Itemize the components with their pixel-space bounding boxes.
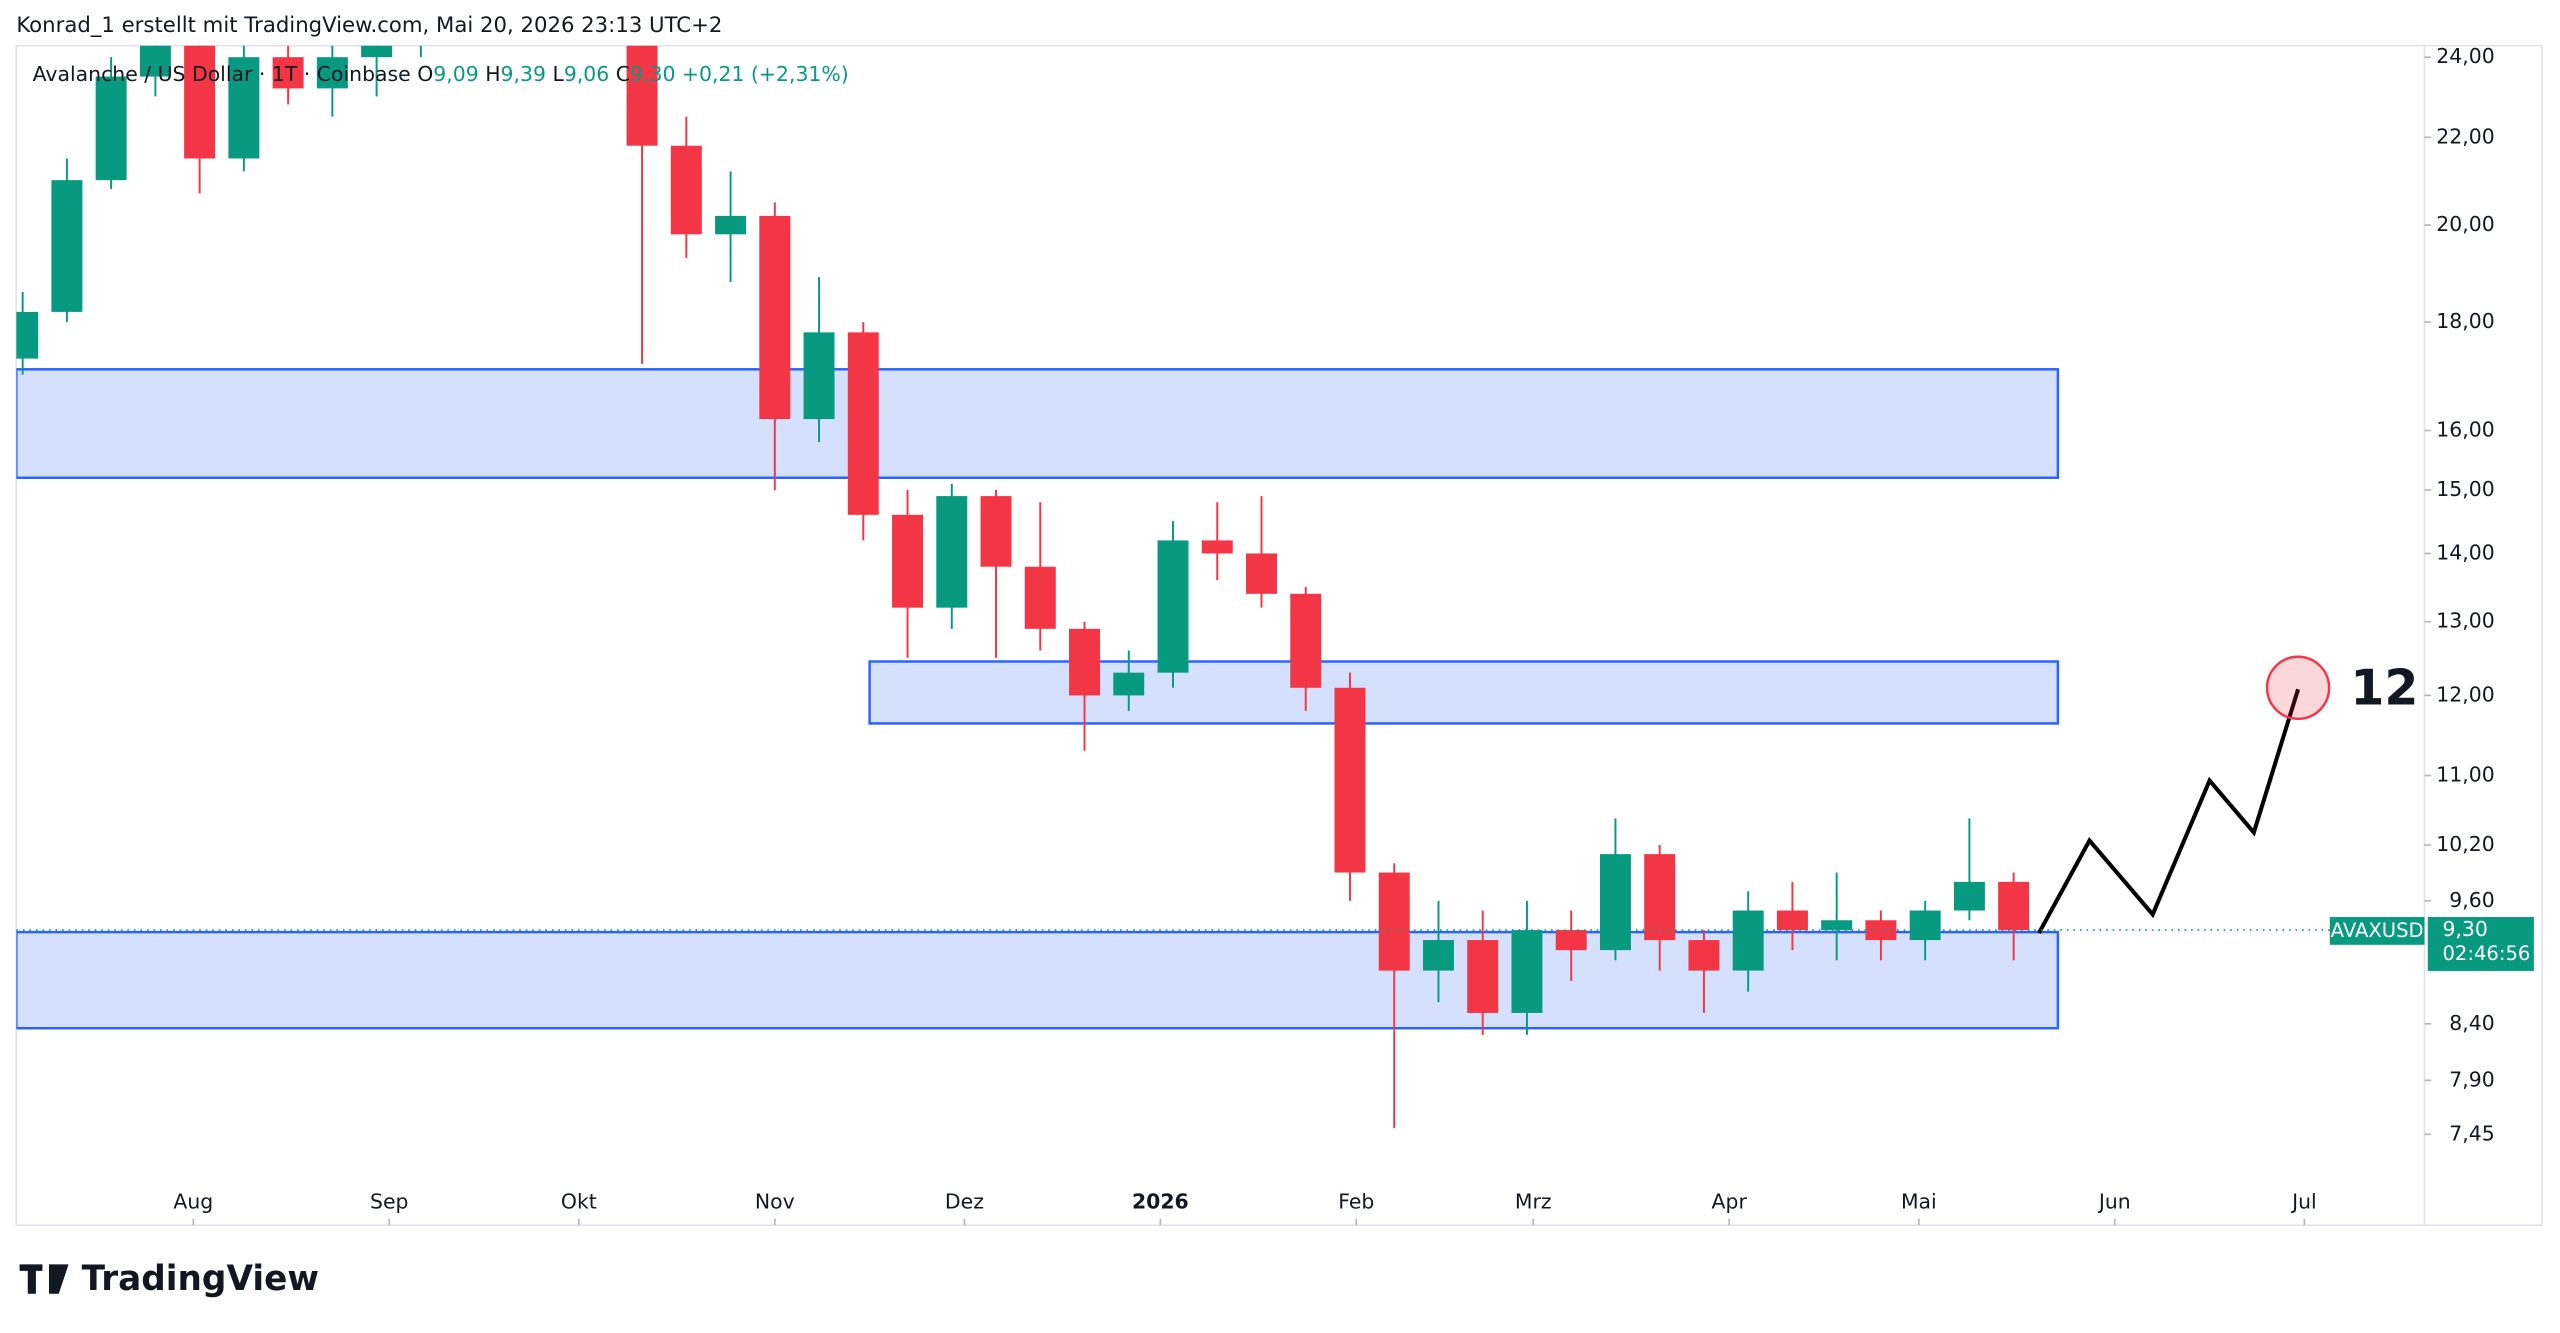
tradingview-logo: TradingView	[19, 1259, 319, 1299]
x-tick-label: Apr	[1712, 1189, 1748, 1213]
candle-body	[272, 57, 304, 89]
candle-body	[1290, 593, 1322, 688]
legend: Avalanche / US Dollar · 1T · Coinbase O9…	[33, 62, 849, 86]
y-tick-label: 11,00	[2436, 763, 2494, 787]
candle-body	[16, 311, 39, 359]
candle-body	[1776, 910, 1808, 931]
logo-mark	[19, 1264, 69, 1294]
logo-text: TradingView	[82, 1259, 319, 1299]
y-tick-label: 14,00	[2436, 540, 2494, 564]
y-tick-label: 20,00	[2436, 212, 2494, 236]
legend-symbol: Avalanche / US Dollar · 1T · Coinbase	[33, 62, 411, 86]
candle-body	[670, 145, 702, 235]
candle-body	[51, 180, 83, 312]
candle-body	[1246, 553, 1277, 594]
candle-body	[1467, 940, 1499, 1013]
x-tick-label: 2026	[1132, 1189, 1189, 1213]
candle-body	[1865, 920, 1897, 941]
x-tick-label: Aug	[173, 1189, 213, 1213]
x-tick-label: Jul	[2290, 1189, 2317, 1213]
legend-o_label: O	[417, 62, 433, 86]
candle-body	[803, 332, 835, 420]
candle-body	[1644, 854, 1676, 941]
target-label: 12	[2350, 660, 2418, 717]
candle-body	[1555, 930, 1587, 951]
legend-change: +0,21 (+2,31%)	[682, 62, 849, 86]
candle-body	[759, 215, 791, 420]
candle-body	[626, 45, 658, 146]
y-tick-label: 15,00	[2436, 477, 2494, 501]
candle-body	[361, 45, 393, 58]
y-tick-label: 12,00	[2436, 682, 2494, 706]
y-tick-label: 7,90	[2449, 1067, 2494, 1091]
candle-body	[1069, 628, 1100, 696]
legend-l_label: L	[552, 62, 564, 86]
candle-body	[936, 496, 968, 608]
legend-open: 9,09	[433, 62, 478, 86]
y-tick-label: 8,40	[2449, 1011, 2494, 1035]
symbol-tag-bg	[2329, 917, 2425, 945]
candle-body	[95, 76, 127, 181]
header: Konrad_1 erstellt mit TradingView.com, M…	[16, 13, 722, 38]
overlay: 12	[2037, 655, 2418, 935]
candle-body	[1157, 540, 1189, 673]
candle-body	[1334, 687, 1366, 873]
plot-frame	[15, 44, 2543, 1227]
countdown: 02:46:56	[2442, 942, 2530, 965]
candle-body	[847, 332, 879, 515]
candle-body	[1953, 881, 1985, 911]
candle-body	[1821, 920, 1853, 931]
candle-body	[228, 57, 260, 159]
candle-body	[184, 45, 216, 159]
y-tick-label: 22,00	[2436, 124, 2494, 148]
candle-body	[139, 45, 171, 77]
x-tick-label: Mai	[1901, 1189, 1937, 1213]
candle-body	[316, 57, 348, 89]
x-tick-label: Sep	[370, 1189, 408, 1213]
candle-body	[1422, 940, 1454, 971]
candle-body	[1113, 672, 1145, 696]
plot-area	[16, 45, 2060, 1129]
x-tick-label: Nov	[755, 1189, 795, 1213]
y-tick-label: 13,00	[2436, 609, 2494, 633]
legend-high: 9,39	[501, 62, 546, 86]
candle-body	[1511, 930, 1543, 1013]
candle-body	[1378, 872, 1410, 971]
candle-body	[1998, 881, 2030, 931]
candle-body	[1909, 910, 1941, 941]
legend-close: 9,30	[630, 62, 675, 86]
y-tick-label: 16,00	[2436, 418, 2494, 442]
x-tick-label: Dez	[945, 1189, 984, 1213]
projection-line	[2037, 688, 2301, 935]
candle-body	[1201, 540, 1233, 554]
zone	[16, 368, 2060, 479]
candle-body	[980, 496, 1012, 567]
candle-body	[892, 514, 924, 608]
legend-h_label: H	[485, 62, 500, 86]
y-tick-label: 18,00	[2436, 309, 2494, 333]
y-tick-label: 10,20	[2436, 832, 2494, 856]
target-circle	[2265, 655, 2331, 721]
candle-body	[1024, 566, 1056, 629]
candle-body	[1688, 940, 1720, 971]
legend-c_label: C	[616, 62, 630, 86]
price-tag: 9,30	[2442, 917, 2487, 941]
y-tick-label: 7,45	[2449, 1121, 2494, 1145]
candle-body	[715, 215, 747, 235]
x-tick-label: Okt	[561, 1189, 597, 1213]
candle-body	[1732, 910, 1764, 971]
x-tick-label: Feb	[1338, 1189, 1374, 1213]
candle-body	[1599, 854, 1631, 951]
legend-low: 9,06	[564, 62, 609, 86]
price-tag-bg	[2427, 917, 2534, 971]
x-tick-label: Jun	[2097, 1189, 2131, 1213]
symbol-tag: AVAXUSD	[2331, 919, 2424, 942]
y-tick-label: 9,60	[2449, 888, 2494, 912]
zone	[868, 660, 2060, 725]
y-tick-label: 24,00	[2436, 44, 2494, 68]
x-tick-label: Mrz	[1515, 1189, 1552, 1213]
